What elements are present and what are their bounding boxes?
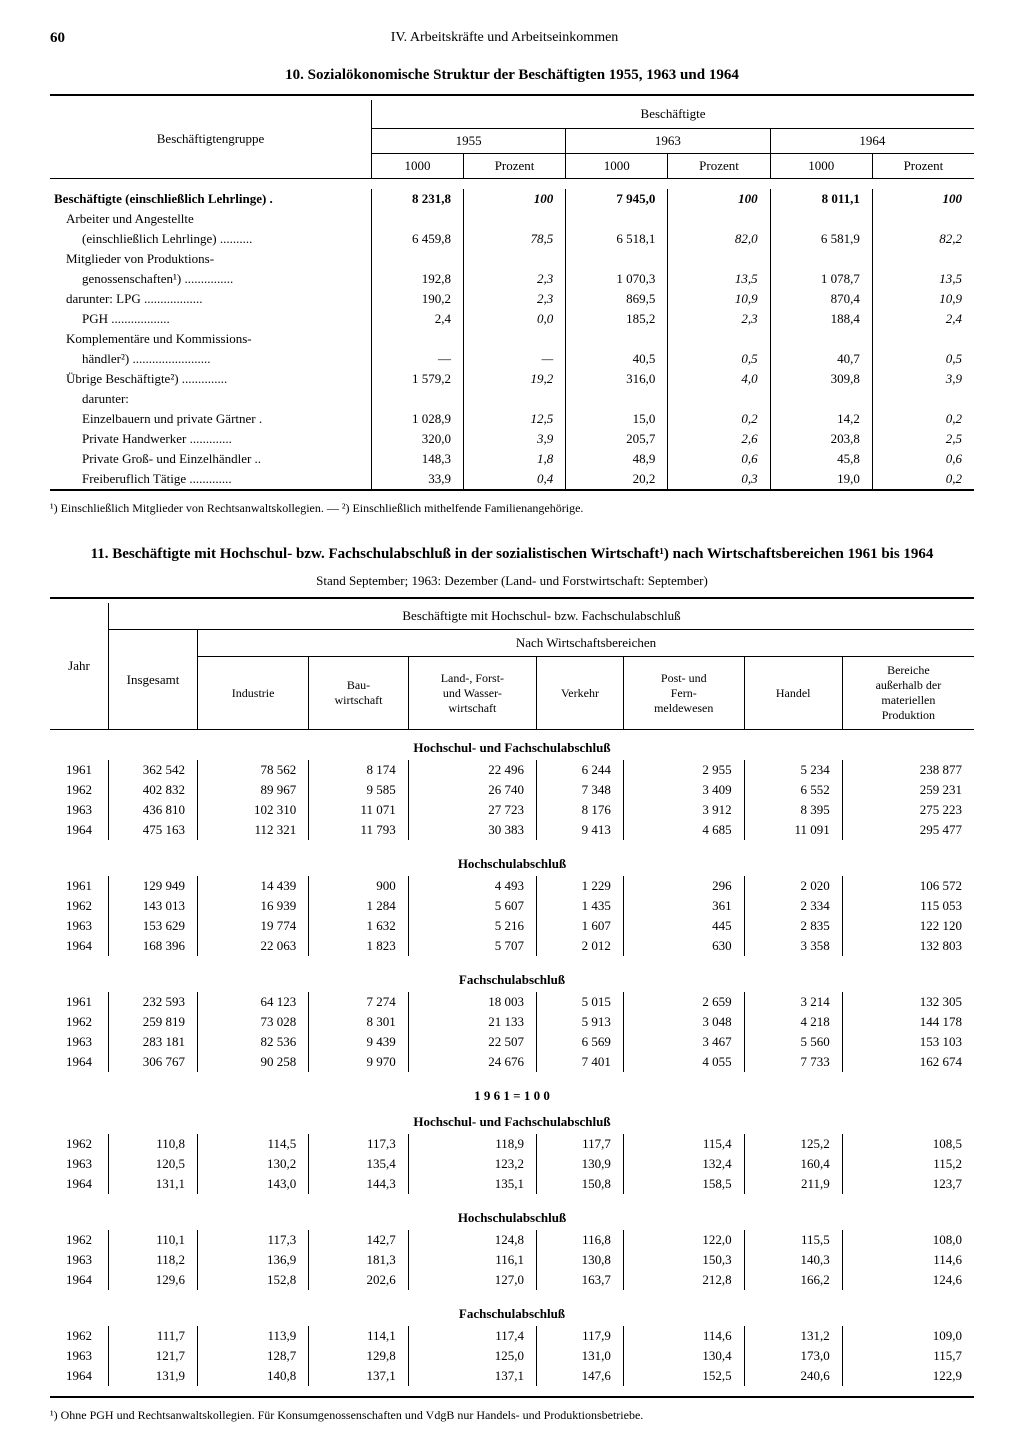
table-row: (einschließlich Lehrlinge) ..........6 4… <box>50 229 974 249</box>
table-row: Arbeiter und Angestellte <box>50 209 974 229</box>
table-row: 1963121,7128,7129,8125,0131,0130,4173,01… <box>50 1346 974 1366</box>
table-row: Mitglieder von Produktions- <box>50 249 974 269</box>
table-row: 1962111,7113,9114,1117,4117,9114,6131,21… <box>50 1326 974 1346</box>
section-header: IV. Arbeitskräfte und Arbeitseinkommen <box>391 30 619 47</box>
table-row: Freiberuflich Tätige .............33,90,… <box>50 469 974 490</box>
table-row: 1962110,1117,3142,7124,8116,8122,0115,51… <box>50 1230 974 1250</box>
table-row: 1963436 810102 31011 07127 7238 1763 912… <box>50 800 974 820</box>
table-row: Private Handwerker .............320,03,9… <box>50 429 974 449</box>
table-row: 1963153 62919 7741 6325 2161 6074452 835… <box>50 916 974 936</box>
table-row: Einzelbauern und private Gärtner .1 028,… <box>50 409 974 429</box>
table-row: 1961362 54278 5628 17422 4966 2442 9555 … <box>50 760 974 780</box>
table-row: 1964475 163112 32111 79330 3839 4134 685… <box>50 820 974 840</box>
page-number: 60 <box>50 30 65 47</box>
table-row: Komplementäre und Kommissions- <box>50 329 974 349</box>
table11-title: 11. Beschäftigte mit Hochschul- bzw. Fac… <box>50 546 974 563</box>
col-group: Beschäftigtengruppe <box>50 100 372 179</box>
table10: Beschäftigtengruppe Beschäftigte 1955 19… <box>50 94 974 495</box>
table-row: 1962143 01316 9391 2845 6071 4353612 334… <box>50 896 974 916</box>
table-row: 1964306 76790 2589 97024 6767 4014 0557 … <box>50 1052 974 1072</box>
table-row: 1961232 59364 1237 27418 0035 0152 6593 … <box>50 992 974 1012</box>
table-row: Übrige Beschäftigte²) ..............1 57… <box>50 369 974 389</box>
table-row: händler²) ........................——40,5… <box>50 349 974 369</box>
table-row: 1962259 81973 0288 30121 1335 9133 0484 … <box>50 1012 974 1032</box>
col-top: Beschäftigte <box>372 100 974 129</box>
table11-footnote: ¹) Ohne PGH und Rechtsanwaltskollegien. … <box>50 1408 974 1423</box>
table-row: darunter: LPG ..................190,22,3… <box>50 289 974 309</box>
table-row: darunter: <box>50 389 974 409</box>
table-row: 1963120,5130,2135,4123,2130,9132,4160,41… <box>50 1154 974 1174</box>
table-row: genossenschaften¹) ...............192,82… <box>50 269 974 289</box>
table-row: 1964131,1143,0144,3135,1150,8158,5211,91… <box>50 1174 974 1194</box>
table-row: 1961129 94914 4399004 4931 2292962 02010… <box>50 876 974 896</box>
table-row: 1964168 39622 0631 8235 7072 0126303 358… <box>50 936 974 956</box>
table10-title: 10. Sozialökonomische Struktur der Besch… <box>50 67 974 84</box>
table-row: 1962402 83289 9679 58526 7407 3483 4096 … <box>50 780 974 800</box>
table-row: Beschäftigte (einschließlich Lehrlinge) … <box>50 189 974 209</box>
table10-footnote: ¹) Einschließlich Mitglieder von Rechtsa… <box>50 501 974 516</box>
table-row: 1963118,2136,9181,3116,1130,8150,3140,31… <box>50 1250 974 1270</box>
table-row: 1964131,9140,8137,1137,1147,6152,5240,61… <box>50 1366 974 1386</box>
table-row: Private Groß- und Einzelhändler ..148,31… <box>50 449 974 469</box>
table-row: 1962110,8114,5117,3118,9117,7115,4125,21… <box>50 1134 974 1154</box>
table11-subtitle: Stand September; 1963: Dezember (Land- u… <box>50 573 974 589</box>
table-row: 1963283 18182 5369 43922 5076 5693 4675 … <box>50 1032 974 1052</box>
table-row: PGH ..................2,40,0185,22,3188,… <box>50 309 974 329</box>
table11: Jahr Beschäftigte mit Hochschul- bzw. Fa… <box>50 597 974 1402</box>
page-header: 60 IV. Arbeitskräfte und Arbeitseinkomme… <box>50 30 974 47</box>
table-row: 1964129,6152,8202,6127,0163,7212,8166,21… <box>50 1270 974 1290</box>
